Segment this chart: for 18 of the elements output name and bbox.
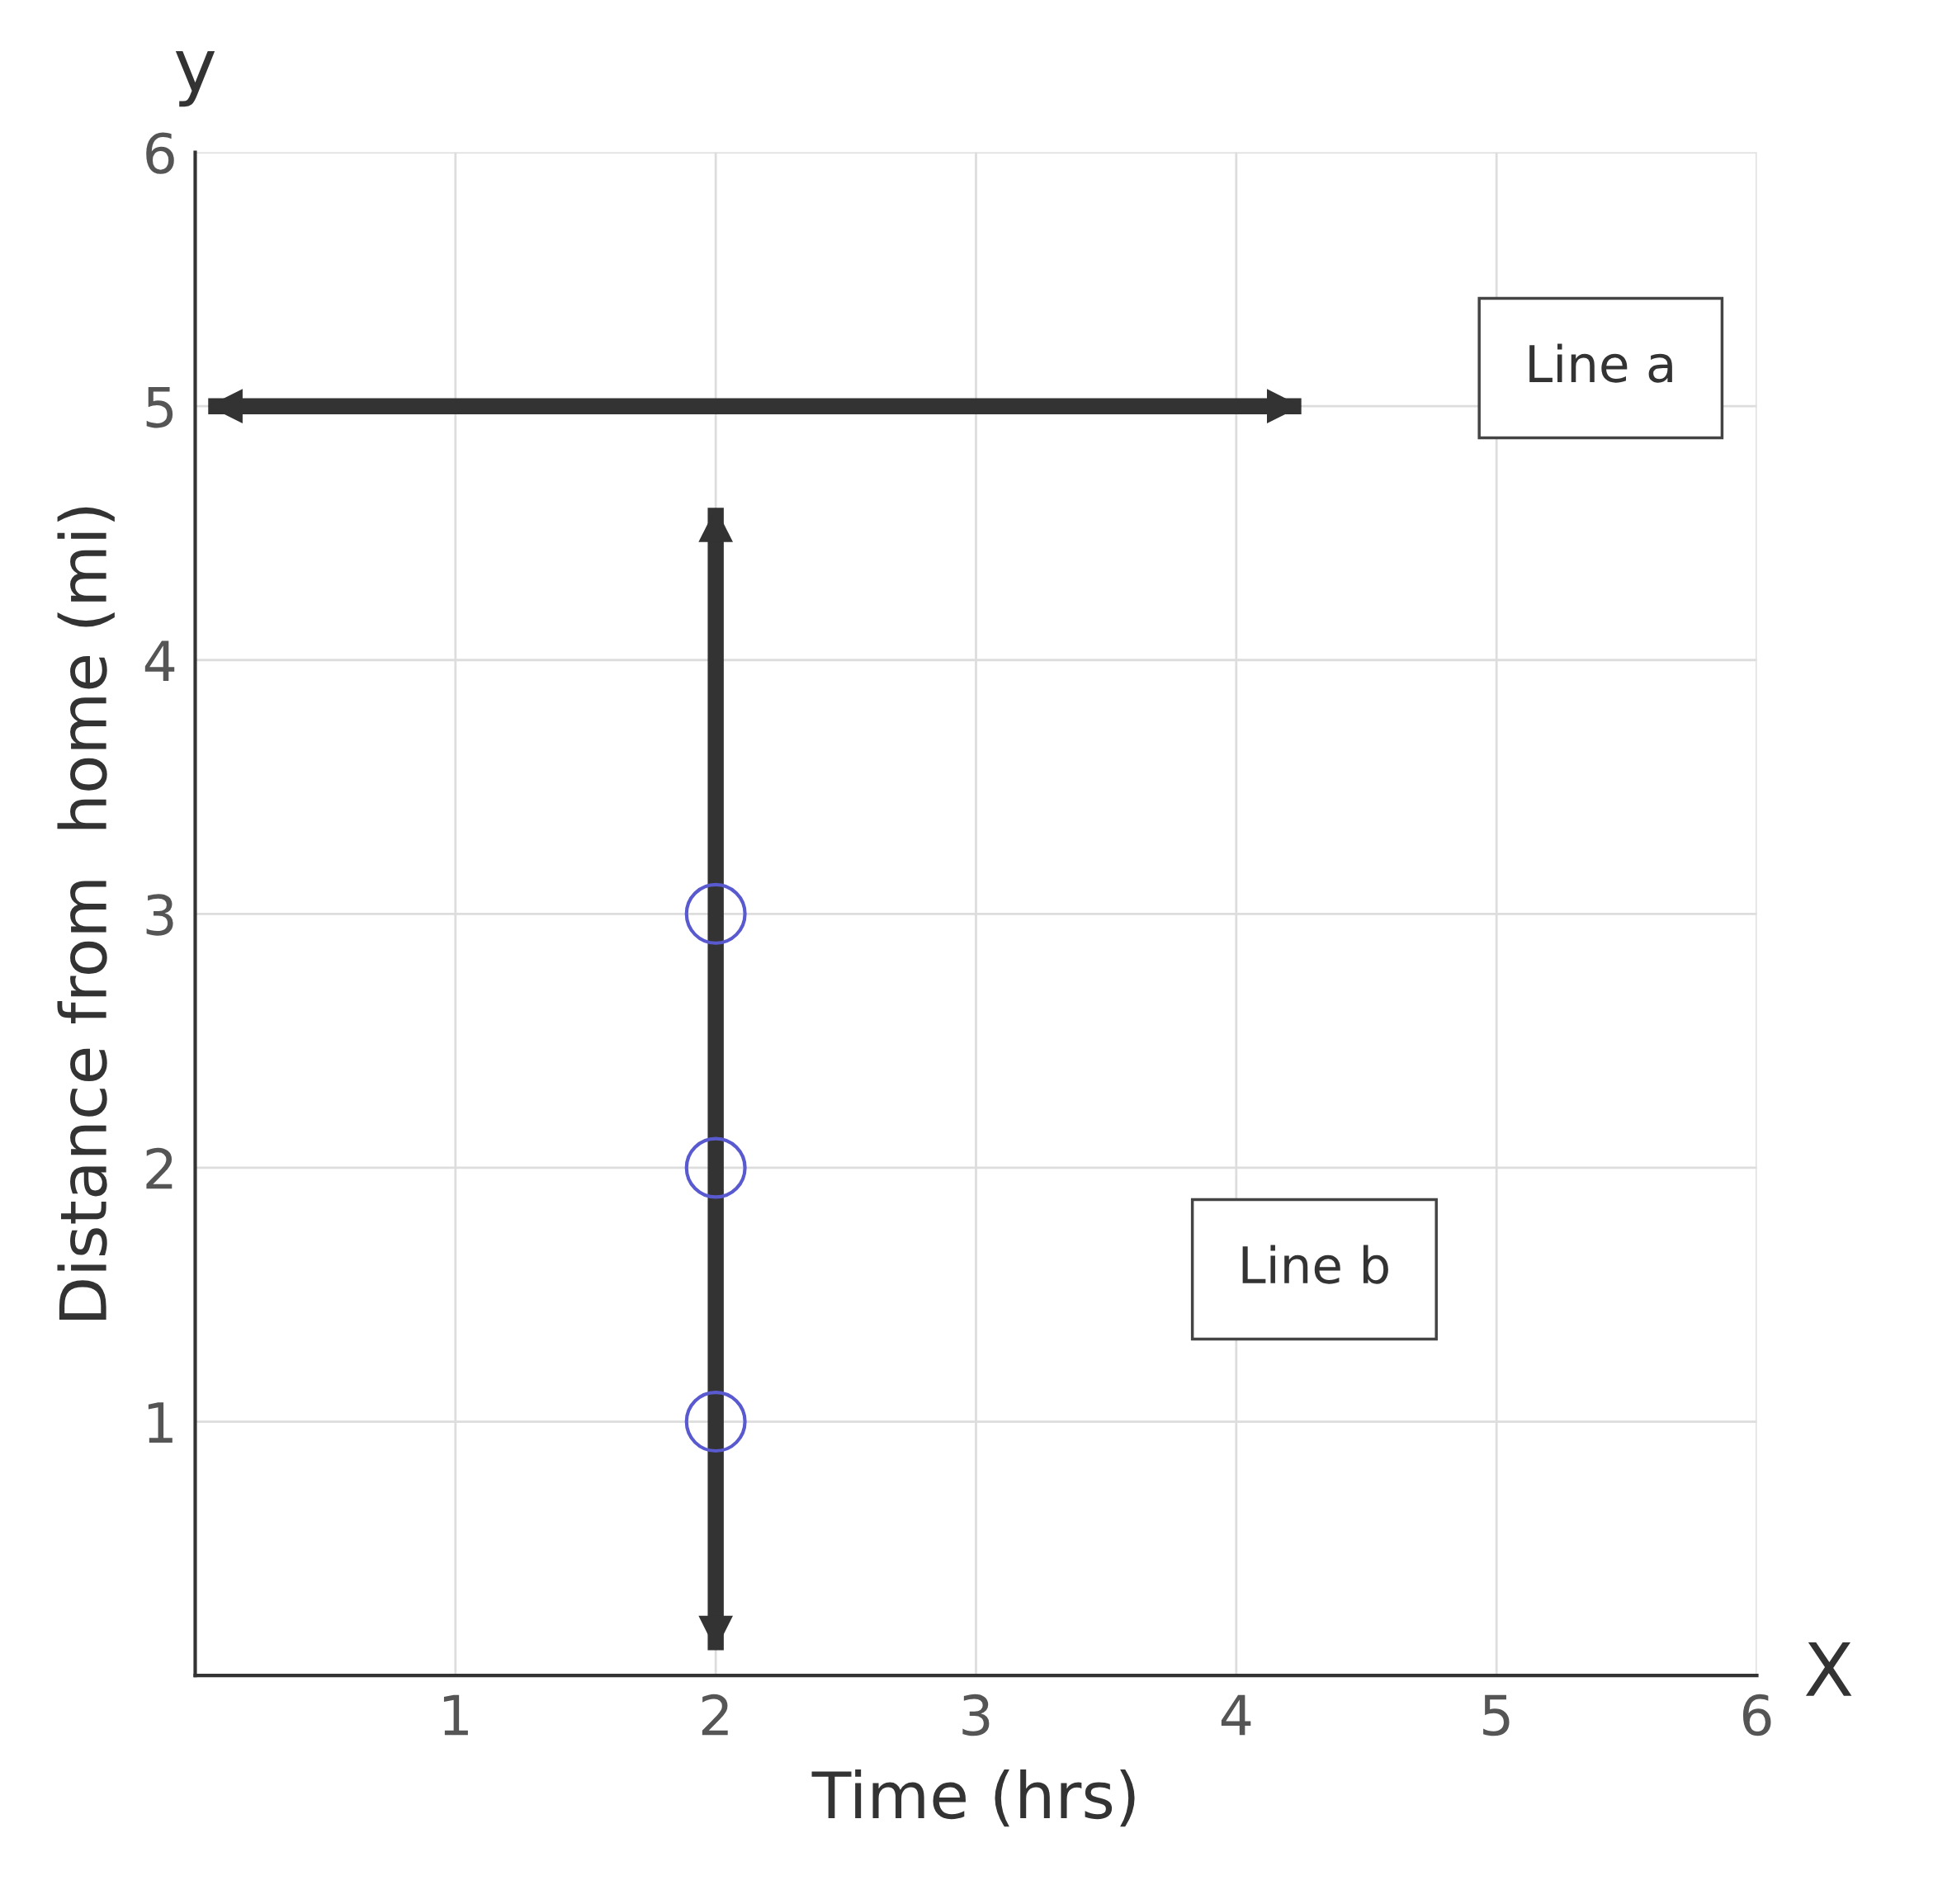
y-tick-label: 5	[146, 386, 173, 428]
x-tick-label: 2	[702, 1694, 728, 1736]
y-tick-label: 2	[146, 1147, 173, 1189]
y-axis-title: Distance from home (mi)	[57, 507, 115, 1320]
x-axis-title: Time (hrs)	[811, 1769, 1135, 1827]
text: y	[175, 51, 215, 107]
x-tick-label: 6	[1742, 1694, 1771, 1736]
text: Line b	[1242, 1245, 1388, 1284]
y-tick-label: 1	[148, 1402, 173, 1443]
x-tick-label: 4	[1221, 1694, 1251, 1736]
text: X	[1805, 1642, 1852, 1696]
y-tick-label: 4	[144, 640, 175, 682]
x-tick-label: 3	[962, 1694, 990, 1736]
text: Line a	[1529, 343, 1672, 383]
x-tick-label: 1	[443, 1694, 468, 1736]
y-tick-label: 3	[146, 894, 173, 936]
x-tick-label: 5	[1483, 1694, 1510, 1736]
y-tick-label: 6	[146, 132, 174, 174]
